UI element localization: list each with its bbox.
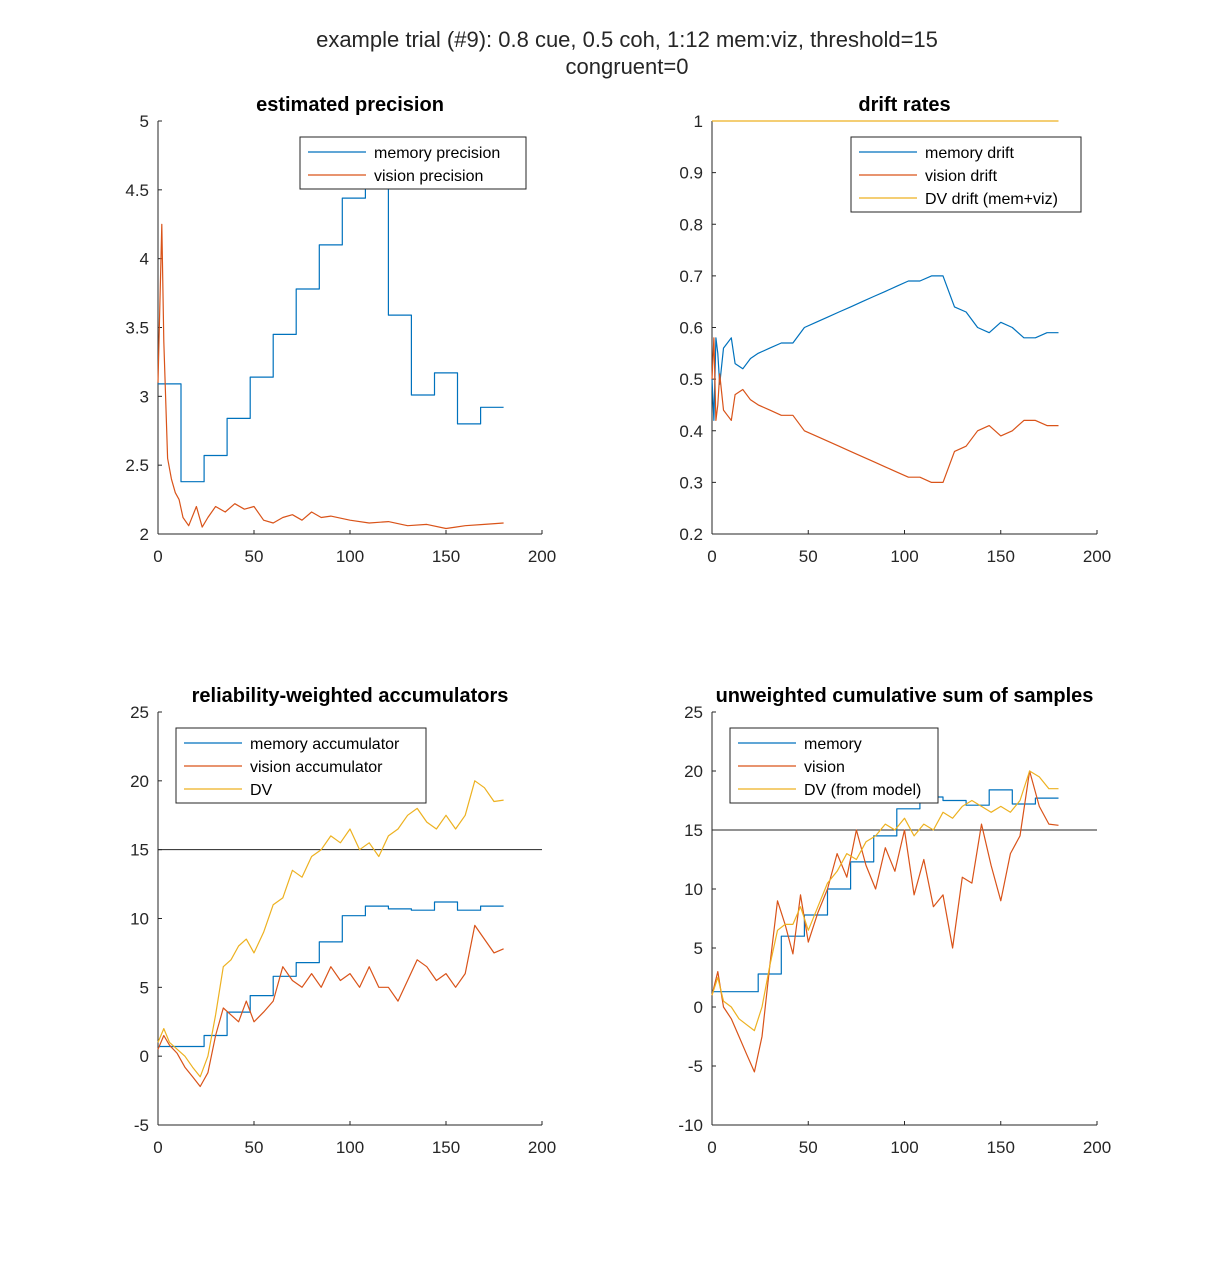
y-tick-label: 0.3: [679, 473, 703, 492]
panel-drift-rates: drift rates 0 50 100 150 200 0.2 0.3 0.4 0.5 0.6 0.…: [679, 94, 1111, 566]
y-tick-label: 2: [140, 525, 149, 544]
legend-label: DV: [250, 782, 273, 799]
legend-label: memory drift: [925, 145, 1014, 162]
x-tick-label: 200: [528, 547, 556, 566]
x-tick-label: 100: [336, 1138, 364, 1157]
x-tick-label: 0: [153, 547, 162, 566]
y-tick-label: 20: [684, 762, 703, 781]
y-tick-label: 0.5: [679, 370, 703, 389]
chart-title: estimated precision: [256, 94, 444, 116]
x-tick-label: 0: [707, 1138, 716, 1157]
series-line-vision-precision: [157, 223, 504, 530]
y-tick-label: 3.5: [125, 319, 149, 338]
figure-title-line1: example trial (#9): 0.8 cue, 0.5 coh, 1:…: [316, 27, 938, 52]
series-line-vision-accumulator: [157, 924, 504, 1088]
series-line-memory-precision: [158, 182, 504, 483]
x-tick-label: 200: [1083, 1138, 1111, 1157]
x-tick-label: 50: [799, 1138, 818, 1157]
y-tick-label: -5: [688, 1057, 703, 1076]
y-tick-label: 5: [694, 939, 703, 958]
series-line-vision: [711, 770, 1059, 1073]
y-tick-label: 20: [130, 772, 149, 791]
x-tick-label: 150: [987, 1138, 1015, 1157]
chart-title: reliability-weighted accumulators: [192, 685, 509, 707]
legend-label: vision accumulator: [250, 759, 383, 776]
x-tick-label: 100: [890, 1138, 918, 1157]
legend-label: memory accumulator: [250, 736, 400, 753]
legend: memory precision vision precision: [299, 136, 527, 190]
legend-label: vision drift: [925, 168, 998, 185]
x-tick-label: 0: [707, 547, 716, 566]
y-tick-label: 15: [130, 841, 149, 860]
series-line-memory: [712, 789, 1059, 993]
y-tick-label: 25: [684, 703, 703, 722]
y-tick-label: 0: [140, 1047, 149, 1066]
y-tick-label: 5: [140, 978, 149, 997]
y-tick-label: 0.2: [679, 525, 703, 544]
chart-title: unweighted cumulative sum of samples: [716, 685, 1094, 707]
series-line-memory-drift: [711, 275, 1059, 421]
y-tick-label: 4: [140, 250, 149, 269]
y-tick-label: 1: [694, 112, 703, 131]
legend-box: [299, 136, 527, 190]
y-tick-label: 10: [130, 910, 149, 929]
x-tick-label: 0: [153, 1138, 162, 1157]
x-tick-label: 100: [336, 547, 364, 566]
x-tick-label: 50: [245, 1138, 264, 1157]
y-tick-label: 0.4: [679, 422, 703, 441]
series-line-vision-drift: [711, 337, 1059, 483]
y-tick-label: 0.6: [679, 319, 703, 338]
x-tick-label: 100: [890, 547, 918, 566]
legend: memory drift vision drift DV drift (mem+vi…: [850, 136, 1082, 213]
y-tick-label: 2.5: [125, 456, 149, 475]
series-line-dv: [157, 780, 504, 1078]
series-line-memory-accumulator: [158, 901, 504, 1048]
legend: memory accumulator vision accumulator DV: [175, 727, 427, 804]
y-tick-label: 0: [694, 998, 703, 1017]
legend-label: DV drift (mem+viz): [925, 191, 1058, 208]
x-tick-label: 50: [799, 547, 818, 566]
x-tick-label: 150: [987, 547, 1015, 566]
x-tick-label: 150: [432, 547, 460, 566]
y-tick-label: 4.5: [125, 181, 149, 200]
x-tick-label: 50: [245, 547, 264, 566]
legend-label: memory: [804, 736, 862, 753]
legend-label: vision: [804, 759, 845, 776]
y-tick-label: 5: [140, 112, 149, 131]
y-tick-label: 10: [684, 880, 703, 899]
legend-label: DV (from model): [804, 782, 921, 799]
panel-estimated-precision: estimated precision 0 50 100 150 200 2 2.5 3 3.5 4…: [125, 94, 556, 566]
y-tick-label: 15: [684, 821, 703, 840]
figure-title-line2: congruent=0: [566, 54, 689, 79]
legend-label: vision precision: [374, 168, 483, 185]
y-tick-label: 25: [130, 703, 149, 722]
y-tick-label: 0.8: [679, 215, 703, 234]
y-tick-label: -5: [134, 1116, 149, 1135]
x-tick-label: 200: [528, 1138, 556, 1157]
legend: memory vision DV (from model): [729, 727, 939, 804]
chart-title: drift rates: [858, 94, 950, 116]
y-tick-label: -10: [678, 1116, 703, 1135]
y-tick-label: 0.7: [679, 267, 703, 286]
series-line-dv-from-model: [711, 770, 1059, 1032]
x-tick-label: 200: [1083, 547, 1111, 566]
x-tick-label: 150: [432, 1138, 460, 1157]
y-tick-label: 3: [140, 387, 149, 406]
legend-label: memory precision: [374, 145, 500, 162]
y-tick-label: 0.9: [679, 164, 703, 183]
